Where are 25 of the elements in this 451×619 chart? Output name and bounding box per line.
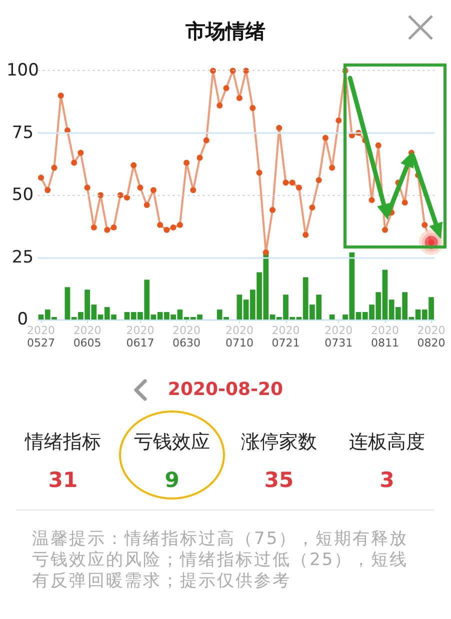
text: 35	[263, 467, 295, 493]
text: 31	[47, 467, 79, 493]
text: 2020-08-20	[166, 378, 284, 402]
x-tick-label: 2020 0527	[27, 324, 56, 350]
y-tick-label: 50	[12, 185, 34, 206]
x-tick-label: 2020 0617	[126, 324, 154, 350]
chart-title: 市场情绪	[184, 19, 266, 43]
text: 温馨提示：情绪指标过高（75），短期有释放亏钱效应的风险；情绪指标过低（25），短线有反弹回暖需求；提示仅供参考	[32, 529, 410, 592]
text: 连板高度	[348, 430, 426, 454]
x-tick-label: 2020 0811	[370, 324, 399, 350]
text: 情绪指标	[24, 430, 102, 454]
text: 涨停家数	[240, 430, 318, 454]
text: 3	[378, 467, 396, 493]
text: 亏钱效应	[133, 430, 211, 454]
x-tick-label: 2020 0605	[73, 324, 102, 350]
y-tick-label: 75	[12, 122, 34, 143]
x-tick-label: 2020 0721	[272, 324, 300, 350]
y-tick-label: 100	[6, 60, 39, 81]
x-tick-label: 2020 0820	[417, 324, 446, 350]
text: 9	[164, 467, 180, 493]
y-tick-label: 0	[17, 310, 28, 330]
y-tick-label: 25	[12, 247, 34, 268]
x-tick-label: 2020 0731	[324, 324, 353, 350]
x-tick-label: 2020 0710	[225, 324, 254, 350]
x-tick-label: 2020 0630	[172, 324, 201, 350]
